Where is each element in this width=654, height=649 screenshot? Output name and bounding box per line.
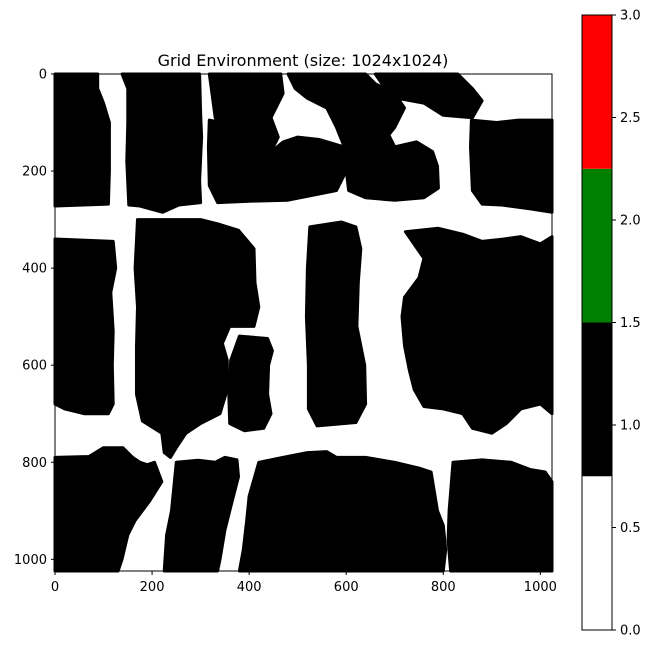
obstacle-block-center: [304, 220, 368, 428]
obstacle-block-top-right: [339, 113, 440, 202]
y-tick-label: 400: [22, 262, 47, 277]
y-tick-label: 1000: [14, 553, 47, 568]
obstacle-block-center-inner: [227, 334, 274, 433]
x-tick-label: 1000: [524, 580, 557, 595]
obstacle-layer: [53, 72, 554, 573]
obstacle-block-bottom-right: [446, 458, 554, 573]
chart-title: Grid Environment (size: 1024x1024): [158, 51, 449, 70]
obstacle-block-bottom-center-left: [162, 455, 240, 573]
colorbar-tick-label: 1.0: [620, 419, 641, 434]
colorbar-tick-label: 3.0: [620, 9, 641, 24]
obstacle-block-center-left: [133, 218, 261, 459]
colorbar-tick-label: 0.5: [620, 521, 641, 536]
y-tick-label: 0: [39, 68, 47, 83]
x-tick-label: 400: [237, 580, 262, 595]
obstacle-block-center-right: [400, 226, 554, 435]
plot-area: [53, 72, 554, 573]
obstacle-block-top-right-upper: [373, 72, 484, 120]
x-tick-label: 0: [51, 580, 59, 595]
y-tick-label: 600: [22, 359, 47, 374]
obstacle-block-bottom-left: [53, 446, 164, 573]
plot-frame: [54, 73, 553, 572]
colorbar-segment: [582, 322, 612, 477]
colorbar-tick-label: 2.0: [620, 214, 641, 229]
colorbar-tick-label: 2.5: [620, 111, 641, 126]
x-tick-label: 800: [431, 580, 456, 595]
obstacle-block-top-center-left: [120, 72, 204, 214]
obstacle-block-top-far-right: [469, 118, 554, 214]
obstacle-block-top-left: [53, 72, 111, 208]
colorbar-segment: [582, 15, 612, 169]
obstacle-block-left-middle: [53, 237, 118, 416]
x-tick-label: 600: [334, 580, 359, 595]
y-axis: 0 200 400 600 800 1000: [14, 68, 55, 568]
x-axis: 0 200 400 600 800 1000: [51, 571, 557, 595]
colorbar-segment: [582, 168, 612, 323]
colorbar: 0.0 0.5 1.0 1.5 2.0 2.5 3.0: [581, 9, 641, 639]
obstacle-block-bottom-center: [237, 450, 448, 573]
y-tick-label: 200: [22, 165, 47, 180]
y-tick-label: 800: [22, 456, 47, 471]
colorbar-tick-label: 0.0: [620, 624, 641, 639]
colorbar-tick-label: 1.5: [620, 316, 641, 331]
colorbar-segment: [582, 476, 612, 630]
x-tick-label: 200: [140, 580, 165, 595]
